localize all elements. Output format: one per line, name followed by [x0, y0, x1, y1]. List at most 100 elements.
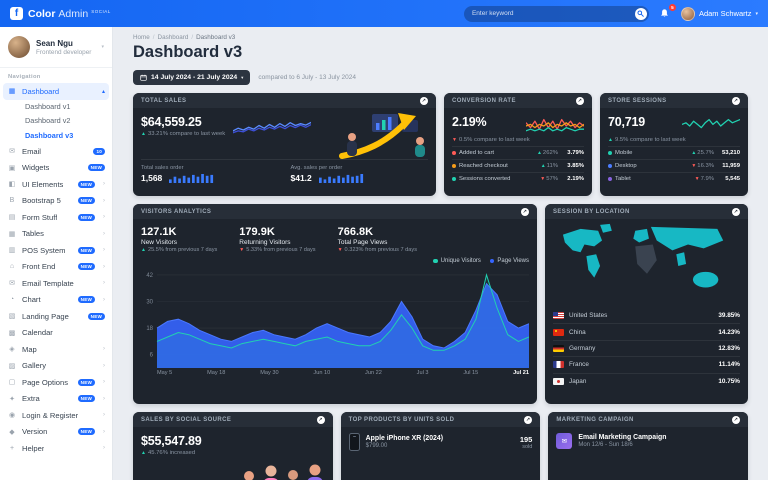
dashboard-icon: ▦ [8, 88, 16, 96]
campaign-row[interactable]: ✉ Email Marketing Campaign Mon 12/6 - Su… [548, 427, 748, 455]
sidebar-item-extra[interactable]: ✦ Extra NEW › [0, 391, 112, 408]
sidebar-item-calendar[interactable]: ▩ Calendar [0, 325, 112, 342]
email-template-icon: ✉ [9, 280, 15, 288]
sidebar-item-login-register[interactable]: ◉ Login & Register › [0, 407, 112, 424]
card-title: SESSION BY LOCATION [553, 208, 630, 215]
sidebar-item-dashboard-v1[interactable]: Dashboard v1 [25, 101, 71, 111]
card-title: VISITORS ANALYTICS [141, 208, 212, 215]
chevron-right-icon: › [103, 280, 105, 287]
panel-expand-icon[interactable]: ↗ [732, 96, 740, 105]
visitors-analytics-card: VISITORS ANALYTICS ↗ 127.1K New Visitors … [133, 204, 537, 404]
sales-by-social-card: SALES BY SOCIAL SOURCE ↗ $55,547.89 ▲ 45.7… [133, 412, 333, 480]
header-search[interactable] [463, 5, 649, 22]
sidebar-item-gallery[interactable]: ▨ Gallery › [0, 358, 112, 375]
panel-expand-icon[interactable]: ↗ [732, 415, 741, 424]
location-list: United States 39.85% China 14.23% Germany 12.… [545, 307, 748, 389]
arrow-up-icon: ▲ [141, 131, 146, 137]
svg-text:18: 18 [146, 326, 153, 332]
brand[interactable]: Color Admin social [28, 8, 111, 20]
breadcrumb-dashboard[interactable]: Dashboard [157, 34, 189, 41]
chevron-right-icon: › [103, 412, 105, 419]
sidebar-item-email[interactable]: ✉ Email 10 [0, 143, 112, 160]
sidebar-item-page-options[interactable]: ▢ Page Options NEW › [0, 374, 112, 391]
sidebar-profile[interactable]: Sean Ngu Frontend developer ▾ [0, 27, 112, 68]
arrow-down-icon: ▼ [452, 137, 457, 143]
card-title: MARKETING CAMPAIGN [556, 416, 634, 423]
x-axis-labels: May 5 May 18 May 30 Jun 10 Jun 22 Jul 3 Jul 15… [141, 370, 529, 376]
chevron-right-icon: › [103, 379, 105, 386]
sessions-row: Tablet ▼ 7.9% 5,545 [608, 172, 740, 185]
panel-expand-icon[interactable]: ↗ [316, 415, 325, 424]
sidebar-item-dashboard[interactable]: ▦ Dashboard ▴ [3, 83, 109, 100]
sidebar-item-bootstrap-5[interactable]: B Bootstrap 5 NEW › [0, 193, 112, 210]
sidebar-item-label: Tables [22, 229, 44, 239]
sidebar-item-map[interactable]: ◈ Map › [0, 341, 112, 358]
total-sales-value: $64,559.25 [141, 115, 202, 129]
product-row[interactable]: Apple iPhone XR (2024) $799.00 195 sold [341, 427, 541, 457]
sidebar-item-front-end[interactable]: ⌂ Front End NEW › [0, 259, 112, 276]
sidebar-item-ui-elements[interactable]: ◧ UI Elements NEW › [0, 176, 112, 193]
sidebar-item-widgets[interactable]: ▣ Widgets NEW [0, 160, 112, 177]
product-name: Apple iPhone XR (2024) [365, 435, 444, 442]
search-input[interactable] [471, 10, 635, 17]
date-filter-row: 14 July 2024 - 21 July 2024 ▾ compared t… [133, 70, 748, 85]
row-label: Reached checkout [459, 163, 508, 170]
panel-expand-icon[interactable]: ↗ [420, 96, 428, 105]
pos-system-icon: ▥ [8, 247, 16, 255]
sidebar-nav: ▦ Dashboard ▴ Dashboard v1 Dashboard v2 Dashb… [0, 83, 112, 457]
user-avatar [680, 6, 695, 21]
marketing-campaign-card: MARKETING CAMPAIGN ↗ ✉ Email Marketing Ca… [548, 412, 749, 480]
sidebar-item-pos-system[interactable]: ▥ POS System NEW › [0, 242, 112, 259]
avg-sales-stat: Avg. sales per order $41.2 [291, 165, 429, 183]
notifications-button[interactable]: 5 [658, 3, 676, 21]
sidebar-item-dashboard-v3[interactable]: Dashboard v3 [25, 130, 74, 140]
bottom-row: SALES BY SOCIAL SOURCE ↗ $55,547.89 ▲ 45.7… [133, 412, 749, 480]
sidebar-badge: NEW [77, 296, 95, 304]
sidebar-item-form-stuff[interactable]: ▤ Form Stuff NEW › [0, 209, 112, 226]
ui-elements-icon: ◧ [8, 181, 16, 189]
sidebar-item-tables[interactable]: ▦ Tables › [0, 226, 112, 243]
x-axis-label: May 30 [260, 370, 279, 376]
campaign-date: Mon 12/6 - Sun 18/6 [578, 442, 633, 448]
front-end-icon: ⌂ [9, 263, 15, 271]
de-flag-icon [553, 344, 564, 352]
total-sales-order-stat: Total sales order 1,568 [141, 165, 279, 183]
orders-bar-sparkline [169, 174, 214, 183]
fr-flag-icon [553, 361, 564, 369]
social-crowd-illustration [243, 464, 322, 480]
jp-flag-icon [553, 377, 564, 385]
conversion-row: Added to cart ▲ 262% 3.79% [452, 146, 584, 159]
notification-badge: 5 [668, 3, 676, 11]
sidebar-item-helper[interactable]: + Helper › [0, 440, 112, 457]
chevron-right-icon: › [103, 230, 105, 237]
panel-expand-icon[interactable]: ↗ [576, 96, 584, 105]
total-sales-change: ▲ 33.21% compare to last week [141, 131, 226, 137]
sidebar-item-dashboard-v2[interactable]: Dashboard v2 [25, 116, 71, 125]
sidebar-item-version[interactable]: ◆ Version NEW › [0, 424, 112, 441]
new-visitors-stat: 127.1K New Visitors ▲ 25.5% from previous… [141, 226, 218, 253]
country-value: 10.75% [718, 377, 740, 385]
date-range-label: 14 July 2024 - 21 July 2024 [151, 74, 238, 81]
country-value: 11.14% [718, 361, 740, 369]
sidebar-item-landing-page[interactable]: ▧ Landing Page NEW [0, 308, 112, 325]
date-range-button[interactable]: 14 July 2024 - 21 July 2024 ▾ [133, 70, 251, 85]
sidebar-item-email-template[interactable]: ✉ Email Template › [0, 275, 112, 292]
row-value: 2.19% [567, 176, 584, 183]
user-menu[interactable]: Adam Schwartz ▾ [680, 6, 758, 21]
sidebar-item-label: Map [22, 344, 37, 354]
location-row: France 11.14% [553, 356, 740, 372]
sidebar-badge: NEW [77, 213, 95, 221]
chevron-right-icon: › [103, 214, 105, 221]
chevron-right-icon: › [103, 247, 105, 254]
sidebar-item-chart[interactable]: ◔ Chart NEW › [0, 292, 112, 309]
panel-expand-icon[interactable]: ↗ [524, 415, 533, 424]
form-stuff-icon: ▤ [8, 214, 16, 222]
breadcrumb-home[interactable]: Home [133, 34, 150, 41]
chevron-up-icon: ▴ [101, 88, 105, 95]
panel-expand-icon[interactable]: ↗ [521, 207, 529, 216]
profile-avatar [8, 36, 30, 58]
us-flag-icon [553, 311, 564, 319]
stat-value: $41.2 [290, 173, 312, 183]
panel-expand-icon[interactable]: ↗ [732, 207, 740, 216]
search-icon[interactable] [634, 7, 647, 20]
